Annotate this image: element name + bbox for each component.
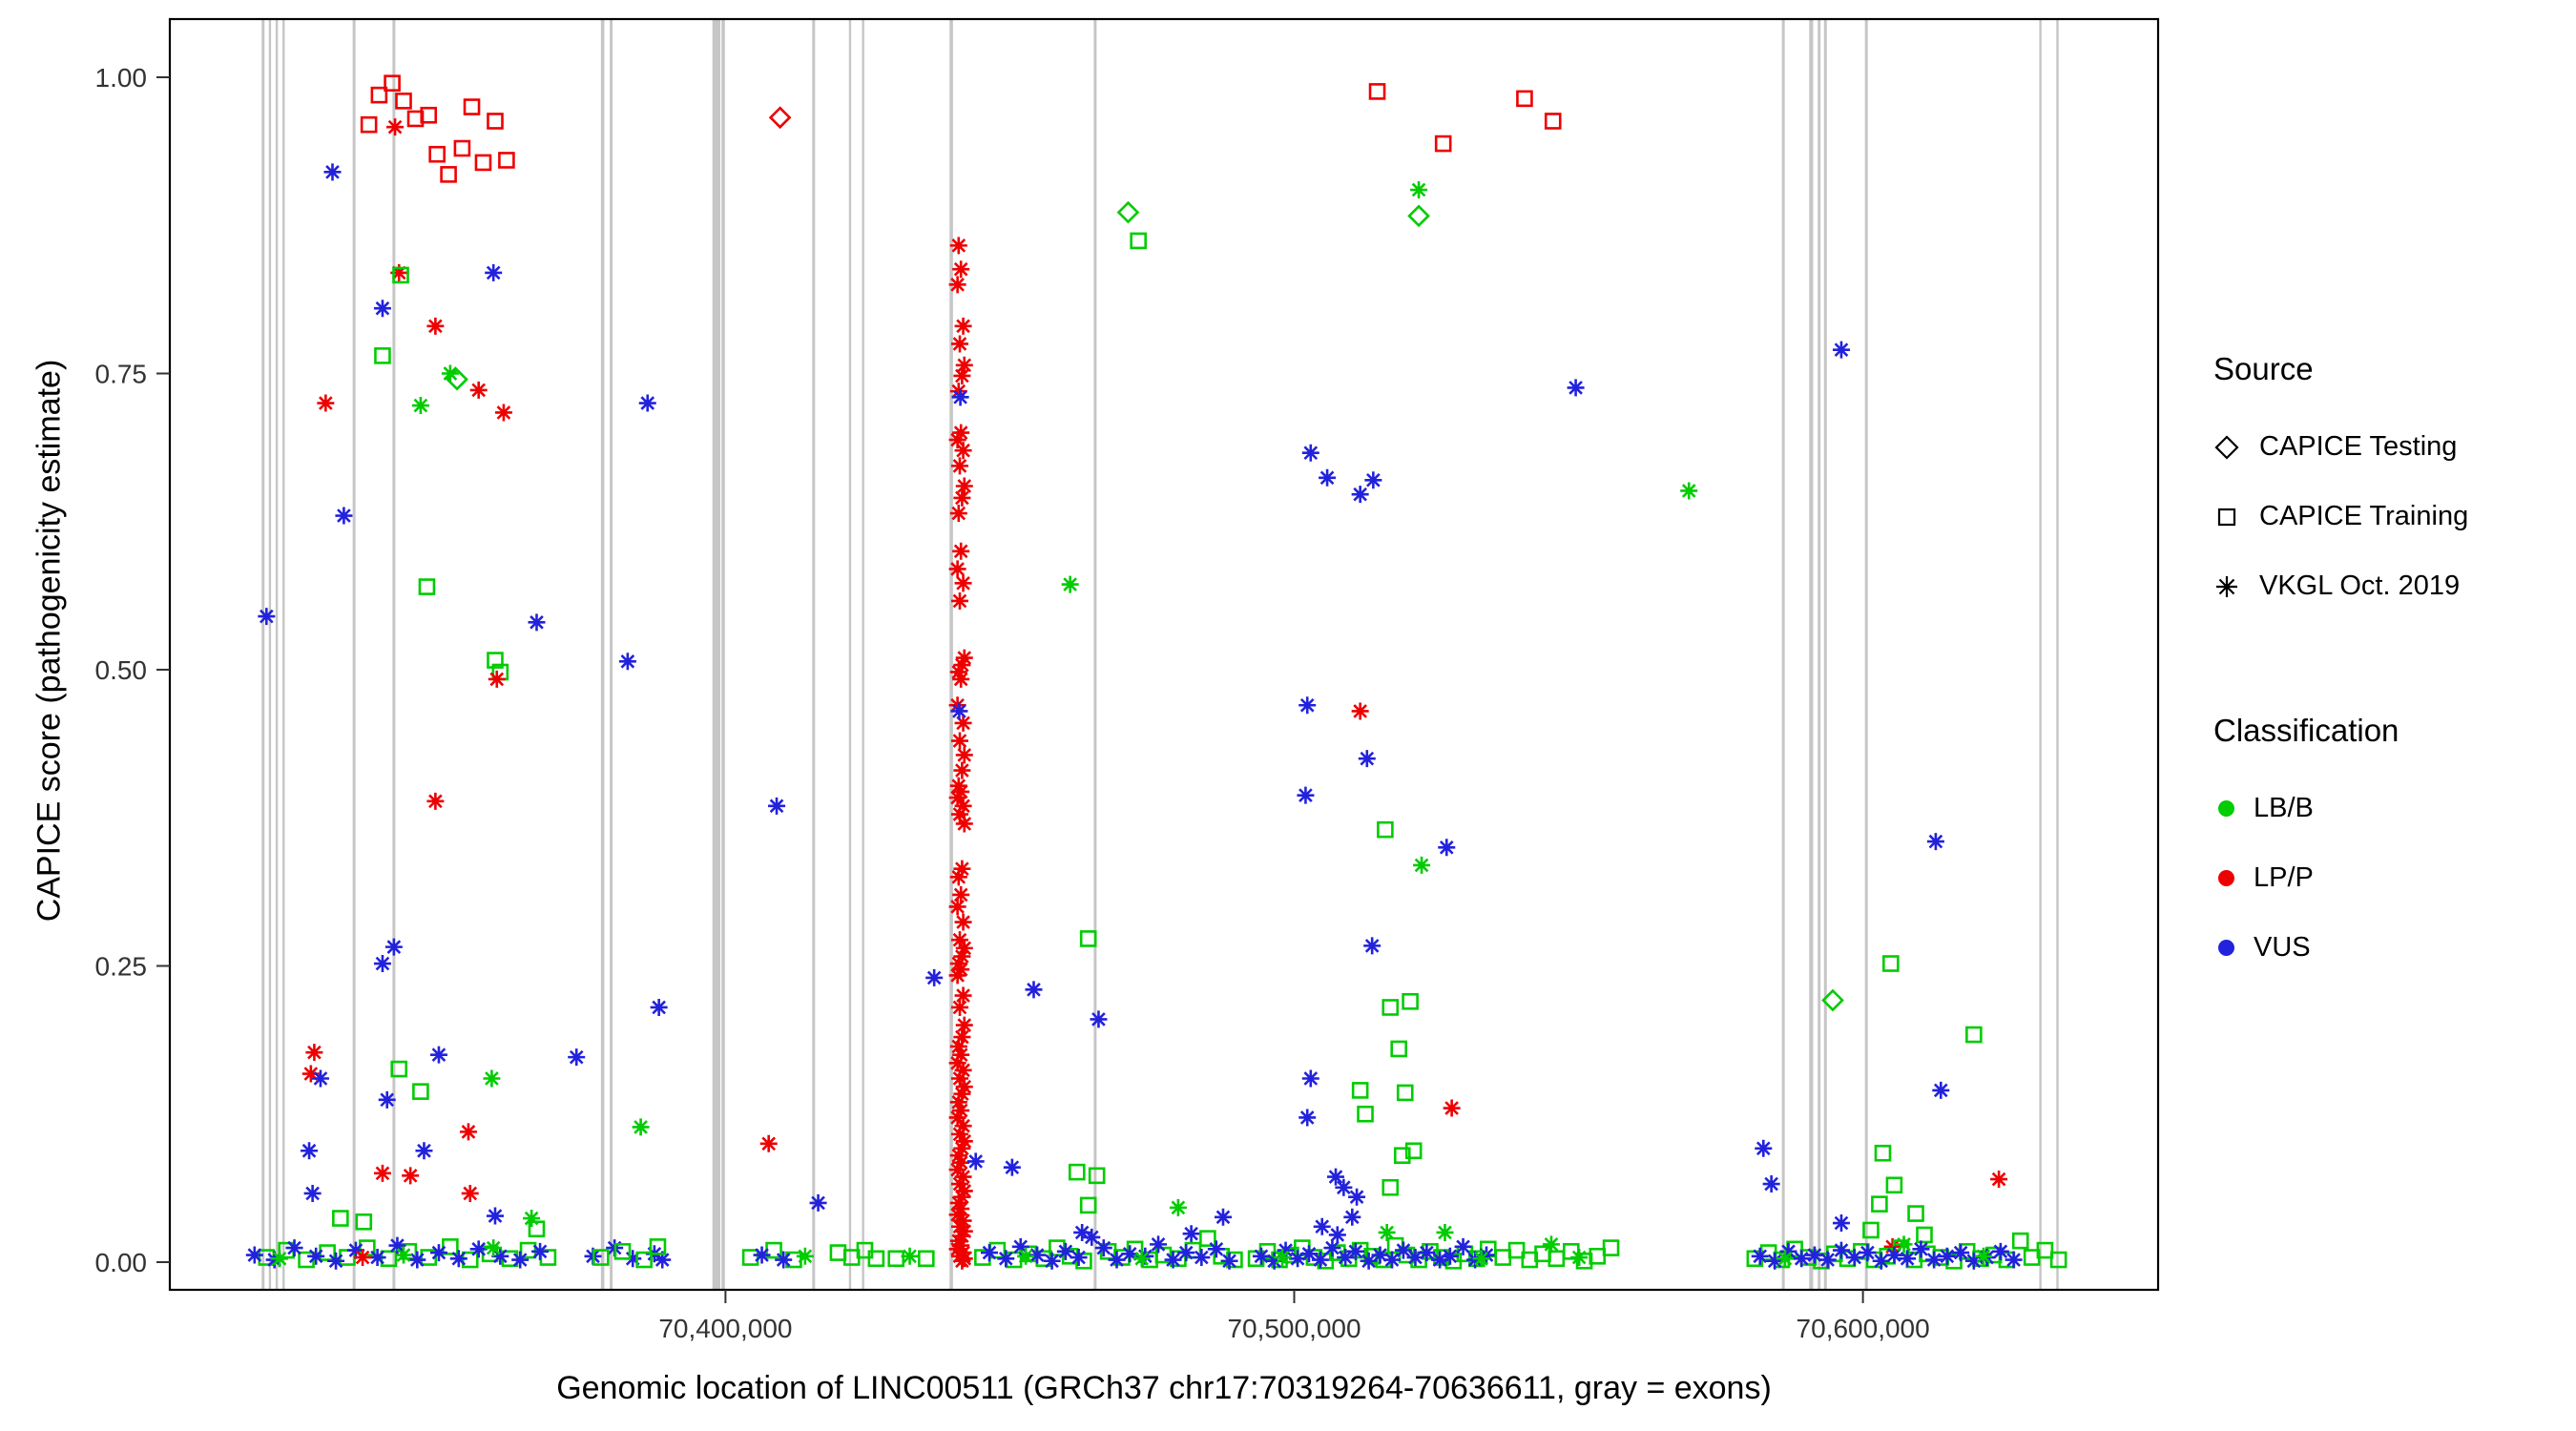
- legend-classification-title: Classification: [2213, 713, 2399, 748]
- svg-text:0.25: 0.25: [95, 952, 148, 982]
- svg-text:0.75: 0.75: [95, 360, 148, 389]
- legend-item-label: CAPICE Testing: [2259, 431, 2458, 462]
- legend-item-label: CAPICE Training: [2259, 501, 2469, 531]
- svg-text:70,400,000: 70,400,000: [658, 1314, 792, 1343]
- legend-item-capice-testing: CAPICE Testing: [2213, 412, 2566, 482]
- y-axis-title: CAPICE score (pathogenicity estimate): [31, 359, 68, 923]
- svg-text:1.00: 1.00: [95, 63, 148, 93]
- red-dot-icon: [2218, 870, 2234, 886]
- legend-item-label: VKGL Oct. 2019: [2259, 570, 2461, 601]
- legend-item-lpp: LP/P: [2213, 843, 2566, 913]
- svg-text:70,500,000: 70,500,000: [1227, 1314, 1361, 1343]
- legend-item-vkgl: VKGL Oct. 2019: [2213, 551, 2566, 621]
- svg-text:0.50: 0.50: [95, 655, 148, 685]
- x-axis-title: Genomic location of LINC00511 (GRCh37 ch…: [556, 1370, 1772, 1406]
- legend-item-lbb: LB/B: [2213, 774, 2566, 843]
- svg-text:0.00: 0.00: [95, 1248, 148, 1277]
- legend-item-label: LP/P: [2254, 862, 2314, 893]
- svg-text:70,600,000: 70,600,000: [1797, 1314, 1930, 1343]
- asterisk-icon: [2213, 573, 2240, 600]
- legend-item-capice-training: CAPICE Training: [2213, 482, 2566, 551]
- blue-dot-icon: [2218, 940, 2234, 956]
- legend-item-label: LB/B: [2254, 793, 2314, 823]
- legend: Source CAPICE Testing CAPICE Training VK…: [2213, 351, 2566, 983]
- green-dot-icon: [2218, 800, 2234, 817]
- square-icon: [2213, 504, 2240, 530]
- legend-source-title: Source: [2213, 351, 2314, 386]
- legend-item-vus: VUS: [2213, 913, 2566, 983]
- legend-item-label: VUS: [2254, 932, 2311, 963]
- diamond-icon: [2213, 434, 2240, 461]
